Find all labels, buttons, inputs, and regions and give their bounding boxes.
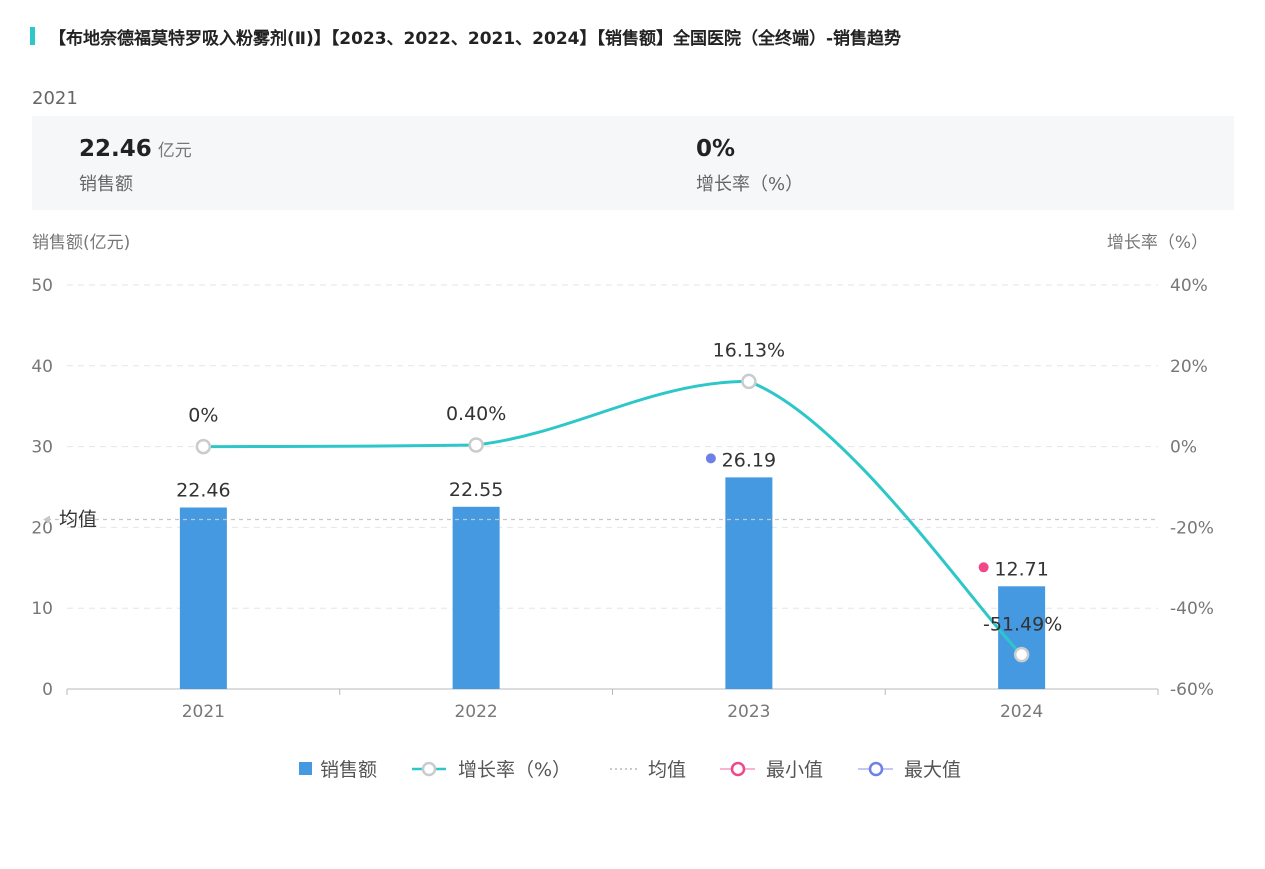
title-accent-bar — [30, 27, 35, 45]
legend-max-marker — [868, 761, 884, 777]
legend-growth-label: 增长率（%） — [458, 759, 571, 781]
legend-min-label: 最小值 — [766, 759, 823, 781]
growth-rate-line — [203, 379, 1023, 656]
growth-point — [1013, 646, 1030, 663]
growth-point — [741, 373, 757, 390]
left-tick-label: 50 — [31, 276, 53, 296]
growth-value-label: 16.13% — [713, 339, 785, 361]
summary-panel: 22.46 亿元 销售额 0% 增长率（%） — [32, 116, 1234, 210]
growth-value-label: 0% — [188, 405, 218, 427]
average-arrow-icon — [43, 515, 50, 524]
right-tick-label: -60% — [1170, 680, 1214, 700]
min-value-marker — [978, 562, 989, 573]
sales-trend-chart: 销售额(亿元) 增长率（%） 0 10 20 30 40 50 -60% -40% -20% 0% 20… — [31, 233, 1214, 781]
right-tick-label: 20% — [1170, 357, 1208, 377]
bar-value-label: 22.55 — [449, 479, 503, 501]
left-tick-label: 30 — [31, 438, 53, 458]
right-tick-label: -40% — [1170, 599, 1214, 619]
right-tick-label: 40% — [1170, 276, 1208, 296]
left-tick-label: 0 — [42, 680, 53, 700]
sales-label: 销售额 — [79, 174, 133, 195]
legend-average-label: 均值 — [648, 759, 686, 781]
legend-min-marker — [730, 761, 746, 777]
left-axis-title: 销售额(亿元) — [32, 233, 130, 253]
summary-year: 2021 — [32, 88, 78, 109]
chart-title-bar: 【布地奈德福莫特罗吸入粉雾剂(Ⅱ)】【2023、2022、2021、2024】【… — [30, 24, 902, 49]
x-tick-label: 2023 — [727, 702, 770, 722]
legend-growth-point — [421, 761, 437, 777]
bar-2021 — [179, 507, 227, 689]
legend-bar-swatch — [299, 762, 312, 775]
growth-value-label: 0.40% — [446, 403, 506, 425]
page-title: 【布地奈德福莫特罗吸入粉雾剂(Ⅱ)】【2023、2022、2021、2024】【… — [49, 28, 902, 49]
max-value-marker — [705, 453, 716, 464]
sales-unit: 亿元 — [157, 141, 192, 161]
left-tick-label: 20 — [31, 518, 53, 538]
right-tick-label: 0% — [1170, 438, 1197, 458]
legend-sales-label: 销售额 — [320, 759, 377, 781]
growth-value: 0% — [696, 136, 736, 162]
bar-value-label: 26.19 — [722, 449, 776, 471]
bar-2023 — [725, 477, 773, 689]
legend-max-label: 最大值 — [904, 759, 961, 781]
sales-metric: 22.46 亿元 销售额 — [79, 136, 192, 196]
growth-label: 增长率（%） — [696, 174, 804, 195]
growth-point — [195, 438, 212, 455]
right-tick-label: -20% — [1170, 518, 1214, 538]
right-axis-title: 增长率（%） — [1107, 233, 1208, 253]
x-tick-label: 2024 — [1000, 702, 1043, 722]
left-tick-label: 10 — [31, 599, 53, 619]
bar-2022 — [452, 506, 500, 689]
x-tick-label: 2021 — [182, 702, 225, 722]
bar-value-label: 12.71 — [994, 558, 1048, 580]
bar-value-label: 22.46 — [176, 480, 230, 502]
growth-point — [468, 437, 484, 453]
left-tick-label: 40 — [31, 357, 53, 377]
sales-value: 22.46 — [79, 136, 152, 162]
x-tick-label: 2022 — [454, 702, 497, 722]
average-label: 均值 — [59, 508, 97, 530]
growth-metric: 0% 增长率（%） — [696, 136, 803, 196]
growth-value-label: -51.49% — [983, 614, 1062, 636]
